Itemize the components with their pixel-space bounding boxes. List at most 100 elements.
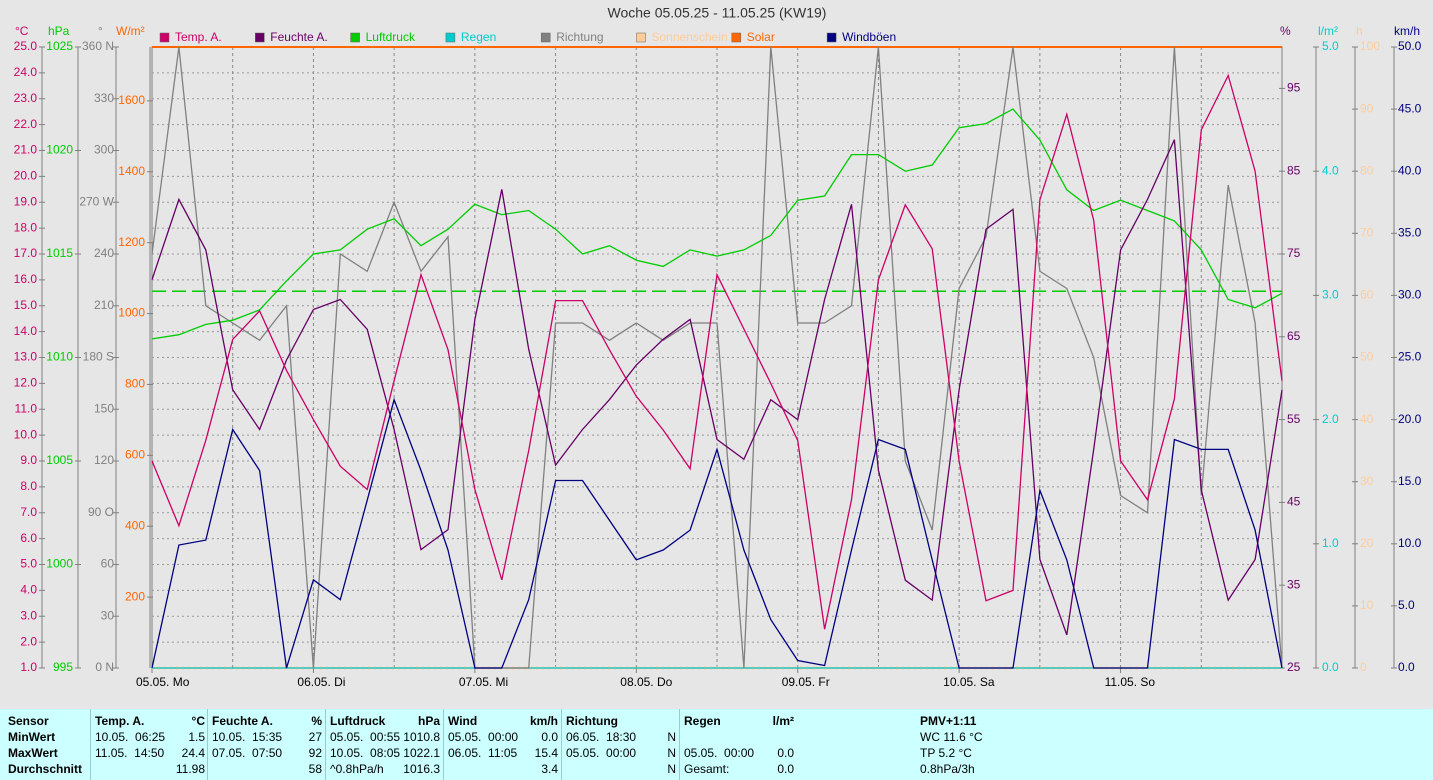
y-tick-label: 995	[53, 660, 73, 674]
table-cell: 06.05. 11:05	[448, 746, 518, 760]
y-tick-label: 15.0	[14, 298, 38, 312]
legend-swatch	[636, 32, 646, 43]
y-tick-label: 0	[1360, 660, 1367, 674]
y-tick-label: 1015	[46, 246, 73, 260]
y-tick-label: 800	[125, 377, 145, 391]
legend-swatch	[826, 32, 837, 43]
table-header: Feuchte A.	[212, 714, 273, 728]
y-tick-label: 11.0	[15, 401, 38, 415]
y-tick-label: 10.0	[1398, 536, 1422, 550]
series-line	[151, 397, 1283, 669]
y-tick-label: 1600	[118, 93, 145, 107]
table-cell: 15.4	[534, 746, 558, 760]
y-tick-label: 0.0	[1398, 660, 1415, 674]
y-tick-label: 18.0	[14, 220, 38, 234]
table-cell: 27	[308, 730, 322, 744]
y-tick-label: 1025	[46, 39, 73, 53]
y-tick-label: 3.0	[1322, 288, 1339, 302]
legend-label: Luftdruck	[366, 30, 416, 44]
separator	[561, 709, 562, 780]
y-tick-label: 13.0	[14, 350, 38, 364]
legend-swatch	[255, 32, 265, 43]
y-tick-label: 4.0	[1322, 163, 1339, 177]
legend-label: Richtung	[556, 30, 603, 44]
x-tick-label: 08.05. Do	[620, 675, 672, 689]
table-cell: N	[667, 746, 676, 760]
table-header: Regen	[684, 714, 721, 728]
table-cell: 10.05. 15:35	[212, 730, 283, 744]
series-line	[151, 108, 1283, 340]
legend-label: Feuchte A.	[270, 30, 327, 44]
table-cell: 10.05. 06:25	[95, 730, 166, 744]
y-tick-label: 1010	[46, 350, 73, 364]
axis-unit: %	[1280, 24, 1291, 38]
table-cell: 3.4	[541, 762, 558, 776]
table-cell: 07.05. 07:50	[212, 746, 283, 760]
table-cell: 10.05. 08:05	[330, 746, 401, 760]
y-tick-label: 95	[1287, 81, 1301, 95]
table-unit: °C	[191, 714, 205, 728]
y-tick-label: 30	[101, 608, 115, 622]
y-tick-label: 23.0	[14, 91, 38, 105]
y-tick-label: 7.0	[20, 505, 37, 519]
y-tick-label: 22.0	[14, 117, 38, 131]
table-cell: 1016.3	[403, 762, 440, 776]
table-cell: 92	[308, 746, 322, 760]
y-tick-label: 65	[1287, 329, 1301, 343]
legend-label: Sonnenschein	[652, 30, 728, 44]
table-unit: km/h	[529, 714, 558, 728]
y-tick-label: 360 N	[82, 39, 114, 53]
x-tick-label: 09.05. Fr	[782, 675, 830, 689]
y-tick-label: 8.0	[20, 479, 37, 493]
table-cell: ^0.8hPa/h	[330, 762, 384, 776]
y-tick-label: 200	[125, 589, 145, 603]
y-tick-label: 400	[125, 518, 145, 532]
y-tick-label: 35	[1287, 577, 1301, 591]
legend-swatch	[445, 32, 456, 43]
x-tick-label: 06.05. Di	[297, 675, 345, 689]
y-tick-label: 19.0	[14, 194, 38, 208]
y-tick-label: 90	[1360, 101, 1374, 115]
y-tick-label: 70	[1360, 225, 1374, 239]
y-tick-label: 50	[1360, 350, 1374, 364]
y-tick-label: 1.0	[20, 660, 37, 674]
y-tick-label: 3.0	[20, 608, 37, 622]
table-cell: 58	[308, 762, 322, 776]
y-tick-label: 100	[1360, 39, 1380, 53]
table-cell: 11.05. 14:50	[95, 746, 165, 760]
y-tick-label: 35.0	[1398, 225, 1422, 239]
table-cell: 06.05. 18:30	[566, 730, 637, 744]
y-tick-label: 0 N	[95, 660, 114, 674]
legend-label: Regen	[461, 30, 496, 44]
legend-swatch	[159, 32, 170, 43]
legend-swatch	[540, 32, 551, 43]
y-tick-label: 1000	[46, 557, 73, 571]
table-cell: Durchschnitt	[8, 762, 83, 776]
y-tick-label: 30.0	[1398, 288, 1422, 302]
y-tick-label: 45	[1287, 495, 1301, 509]
y-tick-label: 10.0	[14, 427, 38, 441]
y-tick-label: 75	[1287, 246, 1301, 260]
y-tick-label: 300	[94, 143, 114, 157]
y-tick-label: 14.0	[14, 324, 38, 338]
table-header: Luftdruck	[330, 714, 386, 728]
x-tick-label: 05.05. Mo	[136, 675, 190, 689]
table-cell: WC 11.6 °C	[920, 730, 983, 744]
table-cell: N	[667, 762, 676, 776]
y-tick-label: 6.0	[20, 531, 37, 545]
separator	[325, 709, 326, 780]
table-cell: TP 5.2 °C	[920, 746, 972, 760]
table-cell: 1.5	[188, 730, 205, 744]
y-tick-label: 4.0	[20, 583, 37, 597]
y-tick-label: 17.0	[14, 246, 38, 260]
y-tick-label: 55	[1287, 412, 1301, 426]
y-tick-label: 85	[1287, 163, 1301, 177]
axis-unit: W/m²	[116, 24, 145, 38]
y-tick-label: 24.0	[14, 65, 38, 79]
axis-unit: km/h	[1394, 24, 1420, 38]
table-header: Richtung	[566, 714, 618, 728]
table-cell: 11.98	[175, 762, 205, 776]
y-tick-label: 30	[1360, 474, 1374, 488]
y-tick-label: 240	[94, 246, 114, 260]
table-unit: l/m²	[772, 714, 794, 728]
